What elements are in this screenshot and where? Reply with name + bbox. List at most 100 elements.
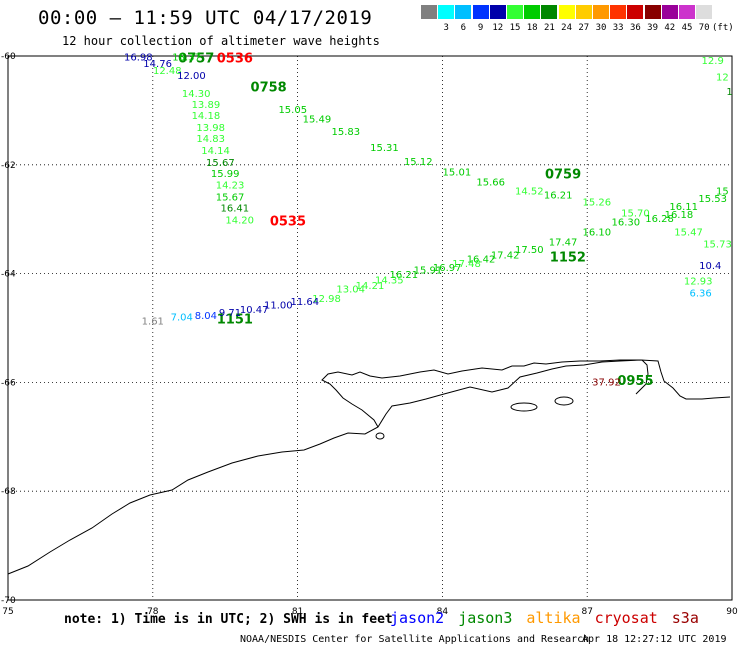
swh-value: 13.04 <box>336 285 365 296</box>
swh-value: 14.83 <box>196 134 225 145</box>
swh-value: 15.70 <box>621 208 650 219</box>
swh-value: 12.00 <box>177 71 206 82</box>
swh-value: 16.97 <box>433 263 462 274</box>
legend-swatch <box>472 5 489 19</box>
legend-label: 6 <box>460 23 467 33</box>
lon-tick-label: 78 <box>147 607 159 617</box>
satellite-jason2: jason2 <box>390 609 445 627</box>
swh-value: 11.64 <box>291 297 320 308</box>
swh-value: 15.91 <box>414 266 443 277</box>
lat-tick-label: -70 <box>1 596 16 606</box>
credit-line: NOAA/NESDIS Center for Satellite Applica… <box>240 634 590 645</box>
legend-swatch <box>455 5 472 19</box>
altimeter-tracks: 0536 0535 0757 0758 0759 1152 1151 0955 <box>178 52 653 390</box>
swh-value: 15 <box>716 187 729 198</box>
legend-swatch <box>489 5 506 19</box>
pass-time-label: 1152 <box>550 251 586 266</box>
legend-swatch <box>524 5 541 19</box>
legend-swatch <box>421 5 437 19</box>
swh-value: 17.47 <box>549 237 578 248</box>
lon-tick-label: 84 <box>437 607 449 617</box>
swh-value: 15.99 <box>211 169 240 180</box>
swh-value: 15.67 <box>216 193 245 204</box>
swh-value: 14.52 <box>515 187 544 198</box>
legend-label: 3 <box>443 23 449 33</box>
swh-value: 17.42 <box>491 250 520 261</box>
legend-label: 24 <box>561 23 573 33</box>
swh-value: 16.42 <box>467 255 496 266</box>
lon-tick-label: 90 <box>726 607 738 617</box>
lat-tick-label: -68 <box>1 487 16 497</box>
swh-value: 14.30 <box>182 89 211 100</box>
lat-tick-label: -60 <box>1 52 16 62</box>
lat-tick-label: -64 <box>1 270 16 280</box>
swh-value: 16.21 <box>544 191 573 202</box>
swh-value: 14.14 <box>201 146 230 157</box>
swh-value: 14.23 <box>216 181 245 192</box>
swh-value: 16.10 <box>583 228 612 239</box>
swh-value: 14.35 <box>375 275 404 286</box>
legend-unit: (ft) <box>712 23 734 33</box>
lat-tick-label: -62 <box>1 161 16 171</box>
satellite-altika: altika <box>526 609 581 627</box>
legend-swatch <box>679 5 695 19</box>
legend-label: 45 <box>681 23 693 33</box>
legend-swatch <box>575 5 592 19</box>
swh-value: 15.83 <box>332 127 361 138</box>
swh-value: 16.98 <box>124 52 153 63</box>
generation-timestamp: Apr 18 12:27:12 UTC 2019 <box>582 634 727 645</box>
swh-value: 6.36 <box>689 288 711 299</box>
swh-value: 8.04 <box>195 311 217 322</box>
legend-swatch <box>541 5 558 19</box>
color-legend: (ft) 3 6 9 12 15 18 21 24 27 30 33 36 39 42 45 70 <box>421 5 734 39</box>
swh-value: 12 <box>716 72 729 83</box>
legend-swatch <box>661 5 678 19</box>
legend-label: 39 <box>647 23 659 33</box>
swh-value: 12.93 <box>684 276 713 287</box>
swh-value: 1.61 <box>142 317 164 328</box>
lon-tick-label: 81 <box>292 607 303 617</box>
swh-value: 17.50 <box>515 245 544 256</box>
legend-swatch <box>593 5 609 19</box>
swh-value: 15.66 <box>476 177 505 188</box>
map-frame <box>7 55 733 601</box>
pass-time-label: 0536 <box>217 52 253 67</box>
antarctica-coastline <box>7 359 731 575</box>
swh-value: 10.4 <box>699 261 721 272</box>
legend-label: 30 <box>595 23 607 33</box>
swh-value: 15.05 <box>278 105 307 116</box>
lon-tick-label: 87 <box>581 607 592 617</box>
swh-value: 15.01 <box>443 168 472 179</box>
swh-value: 15.67 <box>206 158 235 169</box>
swh-value: 16.11 <box>669 202 698 213</box>
swh-value: 7.04 <box>171 312 193 323</box>
legend-label: 18 <box>526 23 538 33</box>
lon-tick-label: 75 <box>2 607 13 617</box>
pass-time-label: 0535 <box>270 215 306 230</box>
pass-time-label: 0757 <box>178 52 214 67</box>
swh-value: 16.41 <box>221 204 250 215</box>
swh-value: 18.37 <box>172 52 201 63</box>
legend-swatch <box>644 5 661 19</box>
satellite-cryosat: cryosat <box>594 609 658 627</box>
swh-value: 17.48 <box>452 259 481 270</box>
swh-value: 16.28 <box>645 214 674 225</box>
swh-value: 14.18 <box>192 111 221 122</box>
swh-value: 12.48 <box>153 66 182 77</box>
swh-value: 15.12 <box>404 157 433 168</box>
satellite-jason3: jason3 <box>458 609 513 627</box>
legend-label: 27 <box>578 23 590 33</box>
map-title: 00:00 – 11:59 UTC 04/17/2019 <box>38 7 373 29</box>
legend-swatch <box>507 5 523 19</box>
swh-value: 16.21 <box>389 270 418 281</box>
swh-value: 15.31 <box>370 143 399 154</box>
satellite-legend: jason2 jason3 altika cryosat s3a <box>390 609 713 627</box>
satellite-s3a: s3a <box>671 609 699 627</box>
legend-label: 36 <box>629 23 641 33</box>
swh-value: 15.53 <box>698 194 727 205</box>
swh-value: 16.18 <box>665 210 694 221</box>
footer-note: note: 1) Time is in UTC; 2) SWH is in fe… <box>64 612 393 627</box>
legend-label: 33 <box>612 23 624 33</box>
swh-value: 14.76 <box>143 59 172 70</box>
